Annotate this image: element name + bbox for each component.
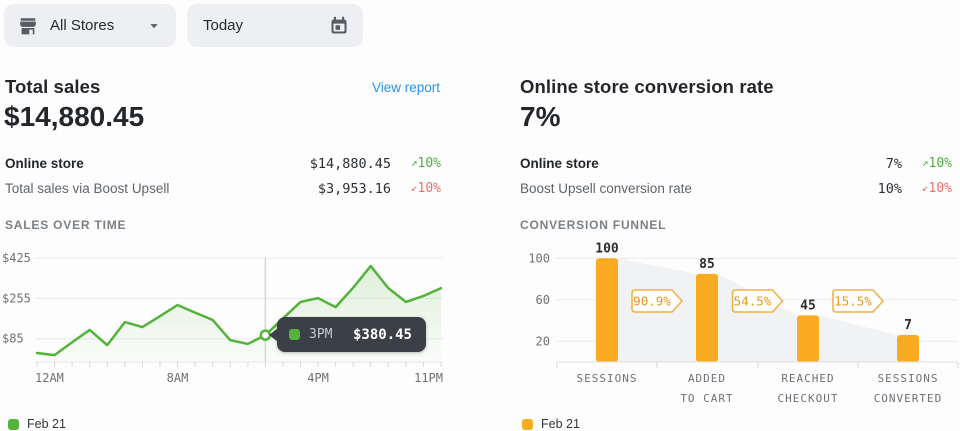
legend-label: Feb 21 xyxy=(27,417,66,431)
tooltip-time: 3PM xyxy=(309,327,333,342)
metric-delta: ↙10% xyxy=(921,181,952,196)
funnel-chart-legend: Feb 21 xyxy=(522,417,580,431)
metric-value: $14,880.45 xyxy=(309,155,391,172)
metric-row-online-store-conversion: Online store 7% ↗10% xyxy=(520,151,952,176)
view-report-link[interactable]: View report xyxy=(371,80,440,95)
svg-text:85: 85 xyxy=(699,257,715,272)
legend-swatch-green xyxy=(8,418,19,430)
conversion-rate-value: 7% xyxy=(520,101,561,132)
trend-down-icon: ↙ xyxy=(410,181,418,194)
total-sales-title: Total sales xyxy=(5,76,101,97)
metric-row-boost-upsell-sales: Total sales via Boost Upsell $3,953.16 ↙… xyxy=(5,176,441,201)
date-filter-label: Today xyxy=(203,17,244,34)
svg-text:ADDED: ADDED xyxy=(688,372,726,385)
svg-text:CONVERTED: CONVERTED xyxy=(874,392,943,405)
store-filter-label: All Stores xyxy=(50,17,115,34)
metric-delta: ↗10% xyxy=(921,156,952,171)
tooltip-value: $380.45 xyxy=(352,326,412,343)
metric-value: 10% xyxy=(877,180,902,197)
trend-up-icon: ↗ xyxy=(410,156,418,169)
storefront-icon xyxy=(17,15,39,37)
svg-text:$85: $85 xyxy=(2,332,24,346)
trend-down-icon: ↙ xyxy=(921,181,929,194)
svg-text:7: 7 xyxy=(904,318,912,333)
svg-text:SESSIONS: SESSIONS xyxy=(878,372,939,385)
svg-text:20: 20 xyxy=(536,334,550,348)
chevron-down-icon xyxy=(145,17,163,35)
metric-value: 7% xyxy=(885,155,902,172)
conversion-funnel-chart[interactable]: 100 60 20 90.9% 54.5% 15.5% 100 85 45 7 SESSIONS AD… xyxy=(520,242,960,410)
metric-delta: ↗10% xyxy=(410,156,441,171)
svg-text:SESSIONS: SESSIONS xyxy=(577,372,638,385)
svg-text:CHECKOUT: CHECKOUT xyxy=(778,392,839,405)
svg-text:100: 100 xyxy=(595,242,619,256)
trend-up-icon: ↗ xyxy=(921,156,929,169)
metric-value: $3,953.16 xyxy=(317,180,391,197)
svg-text:4PM: 4PM xyxy=(307,371,329,385)
conversion-funnel-section-label: CONVERSION FUNNEL xyxy=(520,218,667,232)
calendar-icon xyxy=(328,15,350,37)
svg-text:$255: $255 xyxy=(2,291,31,305)
legend-swatch-orange xyxy=(522,418,533,430)
total-sales-breakdown: Online store $14,880.45 ↗10% Total sales… xyxy=(5,151,441,201)
tooltip-series-swatch xyxy=(289,329,300,340)
svg-text:REACHED: REACHED xyxy=(781,372,834,385)
metric-label: Boost Upsell conversion rate xyxy=(520,181,692,196)
conversion-breakdown: Online store 7% ↗10% Boost Upsell conver… xyxy=(520,151,952,201)
svg-text:90.9%: 90.9% xyxy=(633,294,671,309)
metric-label: Total sales via Boost Upsell xyxy=(5,181,170,196)
sales-over-time-section-label: SALES OVER TIME xyxy=(5,218,127,232)
metric-label: Online store xyxy=(520,156,599,171)
svg-text:60: 60 xyxy=(536,293,550,307)
svg-text:11PM: 11PM xyxy=(414,371,443,385)
tooltip-arrow xyxy=(269,327,278,342)
chart-tooltip: 3PM $380.45 xyxy=(269,317,426,352)
conversion-rate-title: Online store conversion rate xyxy=(520,76,774,97)
svg-text:15.5%: 15.5% xyxy=(834,294,872,309)
store-filter-button[interactable]: All Stores xyxy=(4,4,176,47)
metric-delta: ↙10% xyxy=(410,181,441,196)
metric-label: Online store xyxy=(5,156,84,171)
svg-text:12AM: 12AM xyxy=(35,371,64,385)
metric-row-boost-upsell-conversion: Boost Upsell conversion rate 10% ↙10% xyxy=(520,176,952,201)
metric-row-online-store-sales: Online store $14,880.45 ↗10% xyxy=(5,151,441,176)
svg-text:54.5%: 54.5% xyxy=(734,294,772,309)
sales-chart-legend: Feb 21 xyxy=(8,417,66,431)
svg-text:45: 45 xyxy=(800,298,816,313)
date-filter-button[interactable]: Today xyxy=(187,4,363,47)
svg-text:8AM: 8AM xyxy=(167,371,189,385)
legend-label: Feb 21 xyxy=(541,417,580,431)
svg-text:$425: $425 xyxy=(2,251,31,265)
svg-text:TO CART: TO CART xyxy=(680,392,733,405)
svg-text:100: 100 xyxy=(528,251,550,265)
total-sales-value: $14,880.45 xyxy=(4,101,145,132)
